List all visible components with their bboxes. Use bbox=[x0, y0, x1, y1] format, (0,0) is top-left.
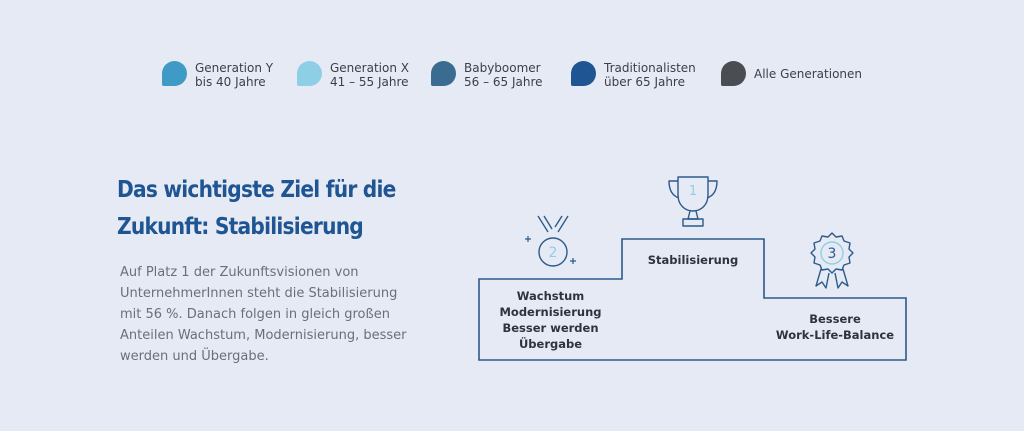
podium-label-line: Modernisierung bbox=[499, 305, 602, 319]
body-text: Auf Platz 1 der Zukunftsvisionen von Unt… bbox=[120, 265, 407, 364]
legend-item-generation-x: Generation X 41 – 55 Jahre bbox=[297, 61, 409, 89]
legend-label-line1: Babyboomer bbox=[464, 61, 541, 75]
rosette-rank: 3 bbox=[828, 246, 837, 262]
legend-label-line1: Alle Generationen bbox=[754, 67, 863, 81]
legend-swatch bbox=[431, 61, 456, 86]
legend-label-line2: bis 40 Jahre bbox=[195, 75, 266, 89]
legend-item-babyboomer: Babyboomer 56 – 65 Jahre bbox=[431, 61, 543, 89]
podium-label-line: Bessere bbox=[809, 312, 861, 326]
podium-label-line: Besser werden bbox=[502, 321, 599, 335]
legend-label: Alle Generationen bbox=[754, 67, 862, 81]
trophy-icon: 1 bbox=[668, 176, 718, 227]
legend-item-generation-y: Generation Y bis 40 Jahre bbox=[162, 61, 273, 89]
legend-label-line2: über 65 Jahre bbox=[604, 75, 685, 89]
trophy-rank: 1 bbox=[689, 184, 697, 199]
legend-label-line1: Traditionalisten bbox=[604, 61, 696, 75]
legend-swatch bbox=[721, 61, 746, 86]
legend-item-alle-generationen: Alle Generationen bbox=[721, 61, 862, 86]
legend-label: Generation Y bis 40 Jahre bbox=[195, 61, 273, 89]
podium-label-third: Bessere Work-Life-Balance bbox=[764, 311, 906, 343]
headline-line2: Zukunft: Stabilisierung bbox=[117, 212, 364, 240]
podium-label-line: Übergabe bbox=[518, 337, 583, 351]
legend-item-traditionalisten: Traditionalisten über 65 Jahre bbox=[571, 61, 696, 89]
podium-label-line: Work-Life-Balance bbox=[775, 328, 895, 342]
headline-line1: Das wichtigste Ziel für die bbox=[117, 175, 396, 203]
legend-swatch bbox=[571, 61, 596, 86]
legend-label-line1: Generation Y bbox=[195, 61, 274, 75]
legend: Generation Y bis 40 Jahre Generation X 4… bbox=[0, 0, 1024, 100]
podium-label-line: Wachstum bbox=[516, 289, 585, 303]
medal-rank: 2 bbox=[549, 245, 558, 261]
legend-label-line1: Generation X bbox=[330, 61, 409, 75]
legend-label: Traditionalisten über 65 Jahre bbox=[604, 61, 696, 89]
legend-label-line2: 41 – 55 Jahre bbox=[330, 75, 409, 89]
legend-label: Babyboomer 56 – 65 Jahre bbox=[464, 61, 543, 89]
medal-icon: 2 bbox=[525, 215, 576, 267]
headline: Das wichtigste Ziel für die Zukunft: Sta… bbox=[117, 171, 396, 245]
podium-label-line: Stabilisierung bbox=[647, 253, 739, 267]
legend-label: Generation X 41 – 55 Jahre bbox=[330, 61, 409, 89]
podium-label-first: Stabilisierung bbox=[622, 252, 764, 268]
legend-swatch bbox=[297, 61, 322, 86]
podium-label-second: Wachstum Modernisierung Besser werden Üb… bbox=[479, 288, 622, 352]
legend-label-line2: 56 – 65 Jahre bbox=[464, 75, 543, 89]
legend-swatch bbox=[162, 61, 187, 86]
rosette-icon: 3 bbox=[810, 232, 854, 289]
